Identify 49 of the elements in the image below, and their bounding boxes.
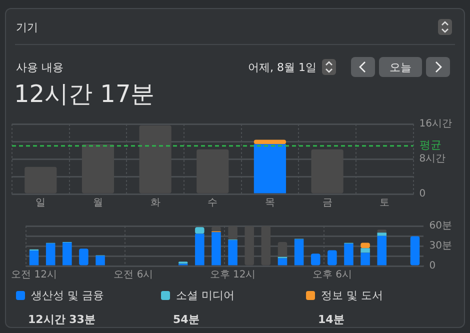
y-tick-label: 30분 (429, 240, 452, 252)
x-tick-label: 오전 6시 (114, 270, 154, 281)
bar (377, 236, 387, 266)
bar (360, 252, 370, 266)
x-tick-label: 화 (150, 198, 160, 209)
text: 기기 (16, 20, 38, 35)
bar (294, 239, 304, 266)
x-tick-label: 오전 12시 (11, 270, 57, 281)
x-tick-label: 일 (36, 198, 46, 209)
text: 14분 (318, 312, 346, 327)
bar (278, 258, 288, 266)
bar (410, 236, 420, 266)
bar (344, 244, 354, 266)
chart-subtitle: 12시간 17분 (14, 79, 155, 110)
y-tick-label: 16시간 (419, 118, 452, 130)
x-tick-label: 목 (264, 198, 275, 209)
y-tick-label: 8시간 (419, 154, 446, 165)
bar (195, 234, 204, 266)
x-tick-label: 월 (92, 198, 103, 209)
text: 오늘 (379, 60, 422, 75)
bar (79, 248, 88, 266)
ref-line-label: 평균 (419, 138, 442, 152)
x-tick-label: 수 (208, 198, 218, 209)
text: 12시간 33분 (28, 312, 96, 327)
x-tick-label: 오후 12시 (210, 270, 256, 281)
x-tick-label: 토 (380, 198, 390, 209)
bar (328, 250, 337, 266)
text: 54분 (173, 312, 200, 327)
legend-label: 소셜 미디어 (176, 289, 234, 302)
y-tick-label: 0 (429, 260, 436, 272)
bar (377, 232, 387, 236)
x-tick-label: 금 (322, 198, 332, 209)
bar (46, 243, 56, 266)
y-tick-label: 0 (419, 188, 426, 200)
x-tick-label: 오후 6시 (312, 270, 352, 281)
bar (96, 256, 105, 266)
bar (228, 240, 238, 266)
bar (254, 140, 286, 144)
chart-title: 사용 내용 (16, 60, 64, 75)
bar (360, 248, 370, 253)
bar (29, 250, 39, 266)
legend-label: 정보 및 도서 (321, 289, 383, 302)
bar (254, 144, 286, 194)
bar (310, 254, 320, 266)
legend-label: 생산성 및 금융 (31, 289, 104, 302)
y-tick-label: 60분 (429, 220, 452, 232)
text: 어제, 8월 1일 (248, 60, 316, 75)
bar (212, 232, 221, 266)
bar (62, 242, 72, 266)
